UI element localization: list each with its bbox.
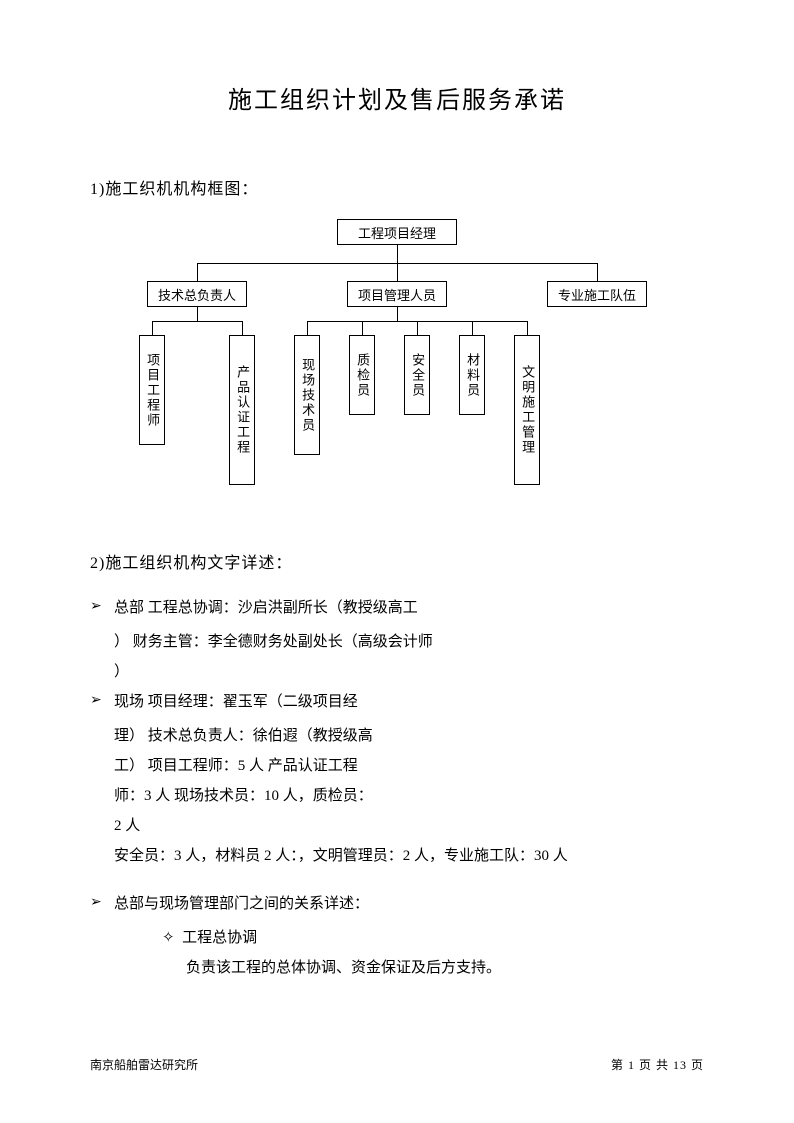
conn: [197, 307, 198, 321]
conn: [152, 321, 242, 322]
conn: [242, 321, 243, 335]
conn: [417, 321, 418, 335]
node-tech-lead: 技术总负责人: [147, 281, 247, 307]
hq-line: ） 财务主管：李全德财务处副处长（高级会计师: [90, 627, 704, 657]
site-line: 现场 项目经理：翟玉军（二级项目经: [114, 687, 704, 717]
sub-desc: 负责该工程的总体协调、资金保证及后方支持。: [90, 953, 704, 983]
sub-item: ✧ 工程总协调: [90, 923, 704, 953]
node-qc: 质检员: [349, 335, 375, 415]
body-text: ➢ 总部 工程总协调：沙启洪副所长（教授级高工 ） 财务主管：李全德财务处副处长…: [90, 593, 704, 983]
conn: [397, 245, 398, 263]
section1-heading: 1)施工织机机构框图：: [90, 175, 704, 199]
bullet-hq: ➢ 总部 工程总协调：沙启洪副所长（教授级高工: [90, 593, 704, 623]
page-title: 施工组织计划及售后服务承诺: [90, 80, 704, 115]
site-line: 2 人: [90, 811, 704, 841]
site-line: 工） 项目工程师：5 人 产品认证工程: [90, 751, 704, 781]
conn: [397, 307, 398, 321]
node-pm-staff: 项目管理人员: [347, 281, 447, 307]
bullet-relation: ➢ 总部与现场管理部门之间的关系详述：: [90, 889, 704, 919]
node-civil-mgr: 文明施工管理: [514, 335, 540, 485]
footer-left: 南京船舶雷达研究所: [90, 1056, 198, 1073]
site-line: 理） 技术总负责人：徐伯遐（教授级高: [90, 721, 704, 751]
sub-title: 工程总协调: [182, 930, 257, 946]
conn: [527, 321, 528, 335]
arrow-icon: ➢: [90, 889, 114, 919]
footer-right: 第 1 页 共 13 页: [611, 1056, 704, 1073]
node-safety: 安全员: [404, 335, 430, 415]
site-line: 安全员：3 人，材料员 2 人：，文明管理员：2 人，专业施工队：30 人: [90, 841, 704, 871]
site-line: 师：3 人 现场技术员：10 人，质检员：: [90, 781, 704, 811]
conn: [472, 321, 473, 335]
hq-line: ）: [90, 657, 704, 687]
relation-heading: 总部与现场管理部门之间的关系详述：: [114, 889, 704, 919]
conn: [362, 321, 363, 335]
conn: [307, 321, 308, 335]
conn: [397, 263, 398, 281]
node-proj-eng: 项目工程师: [139, 335, 165, 445]
node-material: 材料员: [459, 335, 485, 415]
node-pro-team: 专业施工队伍: [547, 281, 647, 307]
conn: [197, 263, 198, 281]
node-prod-cert: 产品认证工程: [229, 335, 255, 485]
hq-line: 总部 工程总协调：沙启洪副所长（教授级高工: [114, 593, 704, 623]
bullet-site: ➢ 现场 项目经理：翟玉军（二级项目经: [90, 687, 704, 717]
node-root: 工程项目经理: [337, 219, 457, 245]
section2-heading: 2)施工组织机构文字详述：: [90, 549, 704, 573]
arrow-icon: ➢: [90, 687, 114, 717]
org-chart: 工程项目经理 技术总负责人 项目管理人员 专业施工队伍 项目工程师 产品认证工程…: [117, 219, 677, 499]
page-footer: 南京船舶雷达研究所 第 1 页 共 13 页: [90, 1056, 704, 1073]
arrow-icon: ➢: [90, 593, 114, 623]
conn: [597, 263, 598, 281]
conn: [152, 321, 153, 335]
diamond-icon: ✧: [162, 930, 175, 946]
node-site-tech: 现场技术员: [294, 335, 320, 455]
